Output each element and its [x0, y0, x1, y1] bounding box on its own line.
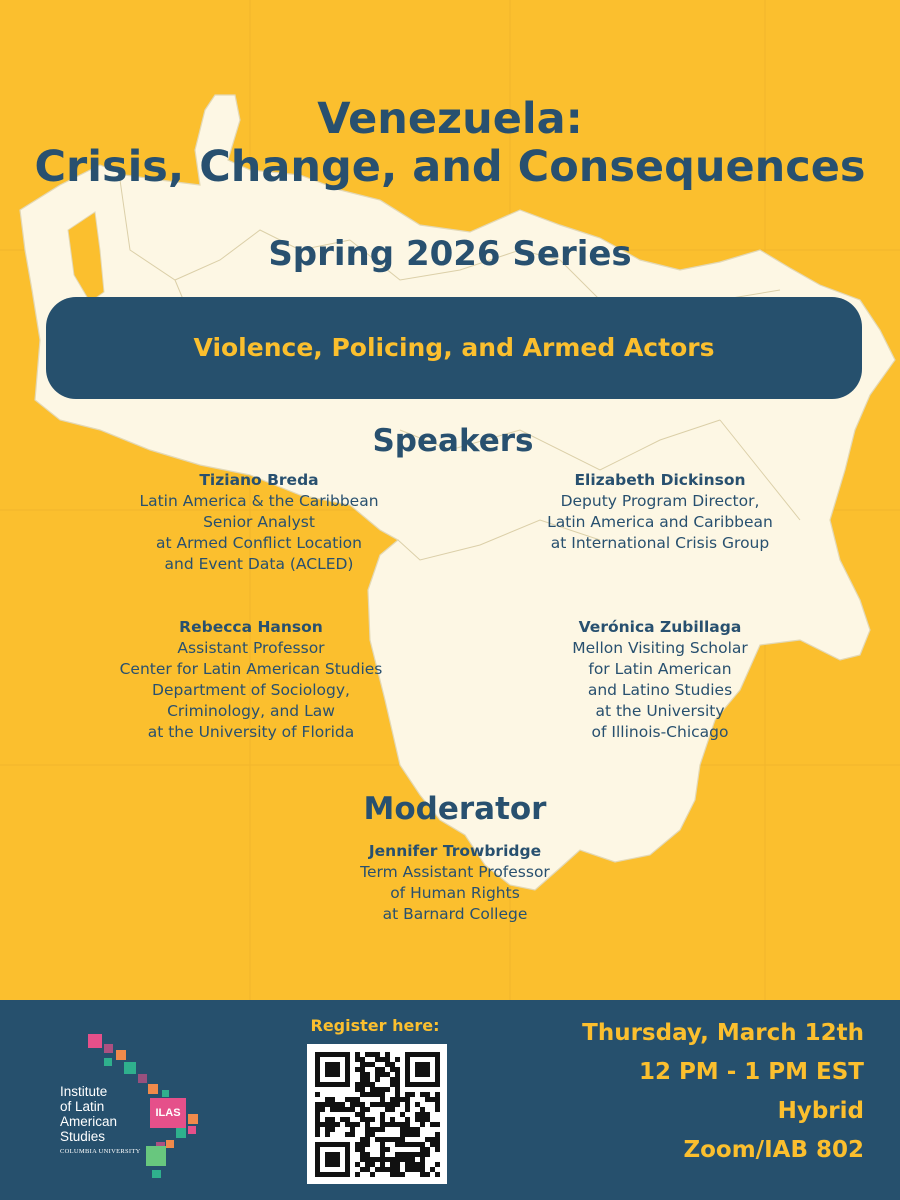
moderator-jennifer-trowbridge: Jennifer Trowbridge Term Assistant Profe…	[305, 841, 605, 925]
event-format: Hybrid	[777, 1098, 864, 1124]
logo-text-line: Studies	[60, 1129, 106, 1144]
speaker-detail: at the University	[595, 702, 725, 720]
qr-code-image	[315, 1052, 440, 1177]
logo-text-line: of Latin	[60, 1099, 105, 1114]
speaker-detail: and Latino Studies	[587, 681, 733, 699]
speakers-heading: Speakers	[372, 423, 534, 459]
speaker-detail: and Event Data (ACLED)	[164, 555, 354, 573]
speaker-detail: Assistant Professor	[177, 639, 325, 657]
logo-university: COLUMBIA UNIVERSITY	[60, 1148, 141, 1155]
registration-qr-code[interactable]	[307, 1044, 447, 1184]
event-details: Thursday, March 12th 12 PM - 1 PM EST Hy…	[534, 1014, 864, 1170]
speaker-detail: Mellon Visiting Scholar	[572, 639, 748, 657]
speaker-detail: Department of Sociology,	[152, 681, 350, 699]
moderator-detail: Term Assistant Professor	[360, 863, 550, 881]
logo-text-line: American	[60, 1114, 118, 1129]
moderator-detail: of Human Rights	[390, 884, 520, 902]
ilas-badge: ILAS	[155, 1107, 181, 1119]
title-line-1: Venezuela:	[317, 94, 583, 144]
speaker-detail: Deputy Program Director,	[560, 492, 760, 510]
speaker-detail: Criminology, and Law	[167, 702, 335, 720]
speaker-name: Tiziano Breda	[199, 471, 319, 489]
speaker-detail: Latin America and Caribbean	[547, 513, 773, 531]
footer-bar: ILAS Institute of Latin American Studies…	[0, 1000, 900, 1200]
moderator-name: Jennifer Trowbridge	[368, 842, 542, 860]
speaker-veronica-zubillaga: Verónica Zubillaga Mellon Visiting Schol…	[510, 617, 810, 743]
logo-text-line: Institute	[60, 1084, 108, 1099]
speaker-detail: at International Crisis Group	[550, 534, 770, 552]
speaker-detail: at Armed Conflict Location	[156, 534, 362, 552]
moderator-heading: Moderator	[363, 791, 547, 827]
ilas-logo: ILAS Institute of Latin American Studies…	[60, 1028, 220, 1178]
speaker-name: Elizabeth Dickinson	[574, 471, 746, 489]
title-line-2: Crisis, Change, and Consequences	[34, 142, 866, 192]
speaker-name: Rebecca Hanson	[179, 618, 323, 636]
speaker-rebecca-hanson: Rebecca Hanson Assistant Professor Cente…	[92, 617, 410, 743]
speaker-detail: Center for Latin American Studies	[119, 660, 383, 678]
speaker-detail: Senior Analyst	[203, 513, 315, 531]
speaker-detail: Latin America & the Caribbean	[139, 492, 379, 510]
speaker-elizabeth-dickinson: Elizabeth Dickinson Deputy Program Direc…	[500, 470, 820, 554]
event-date: Thursday, March 12th	[582, 1020, 864, 1046]
event-time: 12 PM - 1 PM EST	[638, 1059, 864, 1085]
series-subtitle: Spring 2026 Series	[268, 234, 632, 274]
speaker-detail: of Illinois-Chicago	[591, 723, 729, 741]
register-label: Register here:	[310, 1016, 440, 1035]
speaker-detail: at the University of Florida	[147, 723, 355, 741]
topic-title: Violence, Policing, and Armed Actors	[193, 333, 715, 362]
topic-banner: Violence, Policing, and Armed Actors	[46, 297, 862, 399]
speaker-detail: for Latin American	[588, 660, 732, 678]
ilas-logo-mark	[88, 1034, 198, 1178]
moderator-detail: at Barnard College	[382, 905, 528, 923]
speaker-name: Verónica Zubillaga	[578, 618, 742, 636]
event-location: Zoom/IAB 802	[683, 1137, 864, 1163]
speaker-tiziano-breda: Tiziano Breda Latin America & the Caribb…	[108, 470, 410, 575]
